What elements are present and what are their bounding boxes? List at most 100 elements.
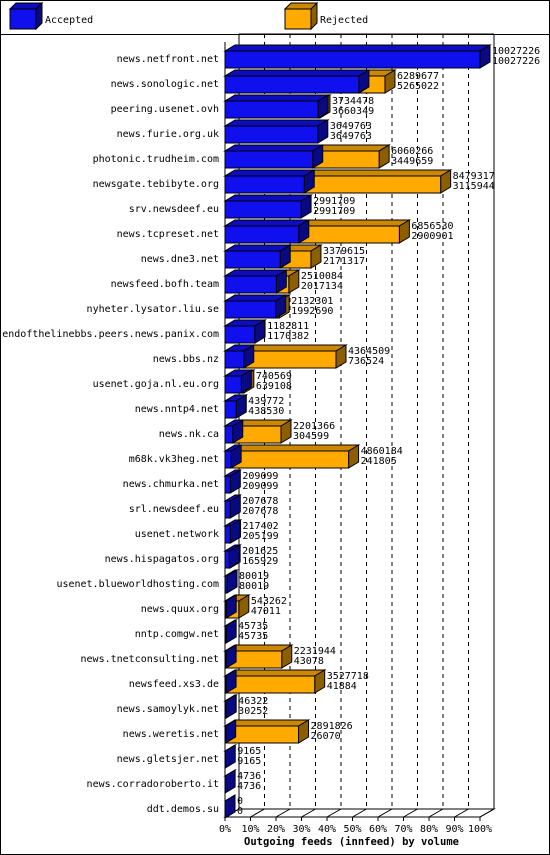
accepted-value-label: 1170382 <box>267 331 309 342</box>
accepted-value-label: 0 <box>237 806 243 817</box>
accepted-value-label: 4736 <box>237 781 261 792</box>
accepted-bar <box>224 350 245 369</box>
rejected-value-label: 2510084 <box>301 271 343 282</box>
x-tick-label: 20% <box>267 824 285 835</box>
rejected-value-label: 3527718 <box>327 671 369 682</box>
accepted-bar <box>224 475 231 494</box>
accepted-bar <box>224 100 319 119</box>
accepted-bar <box>224 175 305 194</box>
legend-box <box>0 0 550 35</box>
accepted-bar <box>224 725 227 744</box>
category-label: newsgate.tebibyte.org <box>93 179 219 190</box>
accepted-value-label: 30252 <box>238 706 268 717</box>
rejected-value-label: 3649763 <box>330 121 372 132</box>
rejected-value-label: 6289677 <box>397 71 439 82</box>
rejected-value-label: 46322 <box>238 696 268 707</box>
accepted-bar <box>224 600 227 619</box>
category-label: photonic.trudheim.com <box>93 154 219 165</box>
rejected-value-label: 207678 <box>242 496 278 507</box>
accepted-bar-top <box>223 119 330 127</box>
accepted-bar-top <box>223 144 325 152</box>
rejected-value-label: 6856530 <box>411 221 453 232</box>
category-label: news.corradoroberto.it <box>87 779 219 790</box>
accepted-value-label: 639108 <box>256 381 292 392</box>
category-label: nyheter.lysator.liu.se <box>87 304 219 315</box>
category-label: nntp.comgw.net <box>135 629 219 640</box>
rejected-value-label: 0 <box>237 796 243 807</box>
rejected-value-label: 2891826 <box>311 721 353 732</box>
rejected-value-label: 45735 <box>238 621 268 632</box>
rejected-value-label: 4364509 <box>348 346 390 357</box>
accepted-value-label: 3660349 <box>332 106 374 117</box>
rejected-bar-top <box>223 669 327 677</box>
rejected-bar-top <box>223 444 361 452</box>
accepted-value-label: 47011 <box>251 606 281 617</box>
rejected-bar-top <box>223 719 311 727</box>
accepted-bar-top <box>223 69 371 77</box>
x-tick-label: 10% <box>241 824 259 835</box>
floor-tick <box>326 808 342 818</box>
floor-tick <box>275 808 291 818</box>
accepted-bar <box>224 425 234 444</box>
accepted-value-label: 2991709 <box>313 206 355 217</box>
floor-tick <box>301 808 316 818</box>
accepted-bar-top <box>223 169 317 177</box>
x-tick-label: 100% <box>468 824 492 835</box>
x-tick-label: 40% <box>318 824 336 835</box>
accepted-value-label: 45735 <box>238 631 268 642</box>
accepted-bar <box>224 550 230 569</box>
x-axis-title: Outgoing feeds (innfeed) by volume <box>244 836 459 848</box>
accepted-value-label: 304599 <box>293 431 329 442</box>
accepted-bar <box>224 500 231 519</box>
accepted-bar <box>224 375 242 394</box>
x-tick-label: 50% <box>343 824 361 835</box>
floor-tick <box>454 808 469 818</box>
accepted-value-label: 1992690 <box>291 306 333 317</box>
accepted-bar <box>224 125 319 144</box>
category-label: news.tcpreset.net <box>117 229 219 240</box>
rejected-value-label: 10027226 <box>492 46 540 57</box>
category-label: news.chmurka.net <box>123 479 219 490</box>
accepted-value-label: 2171317 <box>323 256 365 267</box>
category-label: news.sonologic.net <box>111 79 219 90</box>
accepted-value-label: 438530 <box>248 406 284 417</box>
floor-tick <box>428 808 444 818</box>
category-label: news.furie.org.uk <box>117 129 219 140</box>
accepted-value-label: 736524 <box>348 356 384 367</box>
category-label: newsfeed.bofh.team <box>111 279 219 290</box>
accepted-bar <box>224 525 231 544</box>
accepted-bar <box>224 325 256 344</box>
accepted-bar-top <box>223 219 311 227</box>
accepted-bar <box>224 575 228 594</box>
accepted-bar <box>224 625 227 644</box>
category-label: news.nntp4.net <box>135 404 219 415</box>
category-label: news.nk.ca <box>159 429 219 440</box>
rejected-value-label: 740569 <box>256 371 292 382</box>
accepted-bar-top <box>223 194 313 202</box>
accepted-value-label: 41884 <box>327 681 357 692</box>
rejected-value-label: 439772 <box>248 396 284 407</box>
accepted-value-label: 26070 <box>311 731 341 742</box>
rejected-value-label: 8479317 <box>453 171 495 182</box>
category-label: news.netfront.net <box>117 54 219 65</box>
accepted-value-label: 9165 <box>237 756 261 767</box>
rejected-value-label: 3379615 <box>323 246 365 257</box>
rejected-value-label: 201625 <box>242 546 278 557</box>
accepted-bar <box>224 650 227 669</box>
accepted-bar <box>224 225 300 244</box>
rejected-value-label: 2201366 <box>293 421 335 432</box>
accepted-bar <box>224 450 232 469</box>
accepted-value-label: 10027226 <box>492 56 540 67</box>
category-label: newsfeed.xs3.de <box>129 679 219 690</box>
category-label: srv.newsdeef.eu <box>129 204 219 215</box>
rejected-value-label: 3734478 <box>332 96 374 107</box>
category-label: news.tnetconsulting.net <box>81 654 219 665</box>
x-tick-label: 80% <box>420 824 438 835</box>
category-label: news.gletsjer.net <box>117 754 219 765</box>
accepted-value-label: 3649763 <box>330 131 372 142</box>
accepted-swatch <box>9 8 37 30</box>
accepted-legend-label: Accepted <box>45 15 93 26</box>
accepted-bar <box>224 150 314 169</box>
